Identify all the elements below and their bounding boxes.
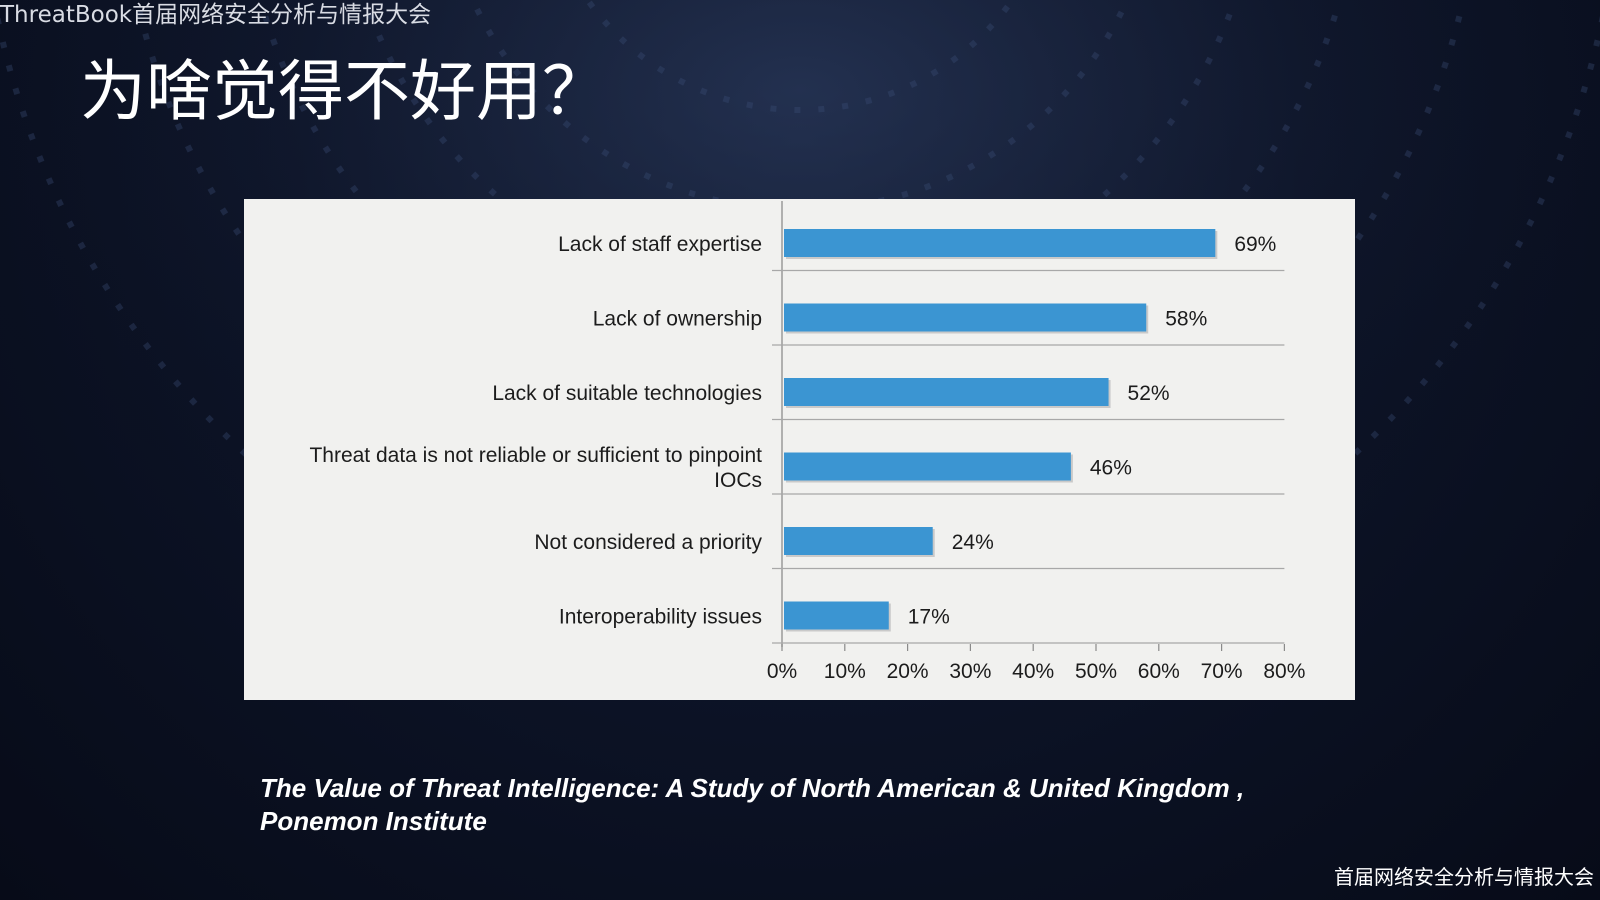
category-label: IOCs: [714, 469, 762, 492]
bar-chart: 0% 10% 20% 30% 40% 50% 60% 70% 80% 69% Lack of sta…: [309, 201, 1305, 683]
x-tick-label: 80%: [1263, 660, 1305, 683]
bar-value-label: 52%: [1128, 382, 1170, 405]
bar: [784, 303, 1147, 332]
x-tick-label: 60%: [1138, 660, 1180, 683]
x-tick-label: 50%: [1075, 660, 1117, 683]
bar: [784, 601, 889, 630]
bar-value-label: 46%: [1090, 457, 1132, 480]
category-label: Lack of ownership: [593, 308, 762, 331]
bar-value-label: 17%: [908, 606, 950, 629]
category-label: Lack of suitable technologies: [492, 382, 762, 405]
x-tick-label: 70%: [1201, 660, 1243, 683]
bar-value-label: 58%: [1165, 308, 1207, 331]
bar: [784, 527, 933, 555]
x-tick-label: 20%: [887, 660, 929, 683]
x-tick-label: 30%: [949, 660, 991, 683]
footer-brand: 首届网络安全分析与情报大会: [1334, 865, 1594, 889]
category-label: Lack of staff expertise: [558, 233, 762, 256]
category-label: Threat data is not reliable or sufficien…: [309, 444, 762, 467]
source-citation: The Value of Threat Intelligence: A Stud…: [260, 772, 1320, 838]
category-label: Not considered a priority: [534, 531, 762, 554]
bar-value-label: 24%: [952, 531, 994, 554]
page-title: 为啥觉得不好用？: [80, 53, 608, 130]
chart-panel: 0% 10% 20% 30% 40% 50% 60% 70% 80% 69% Lack of sta…: [244, 199, 1355, 700]
x-tick-label: 10%: [824, 660, 866, 683]
header-brand: ThreatBook首届网络安全分析与情报大会: [0, 2, 432, 28]
bar-value-label: 69%: [1234, 233, 1276, 256]
x-tick-label: 40%: [1012, 660, 1054, 683]
x-tick-label: 0%: [767, 660, 797, 683]
bar: [784, 378, 1109, 406]
source-line-1: The Value of Threat Intelligence: A Stud…: [260, 773, 1245, 803]
source-line-2: Ponemon Institute: [260, 806, 487, 836]
bar: [784, 452, 1071, 481]
bar: [784, 229, 1216, 257]
category-label: Interoperability issues: [559, 606, 762, 629]
